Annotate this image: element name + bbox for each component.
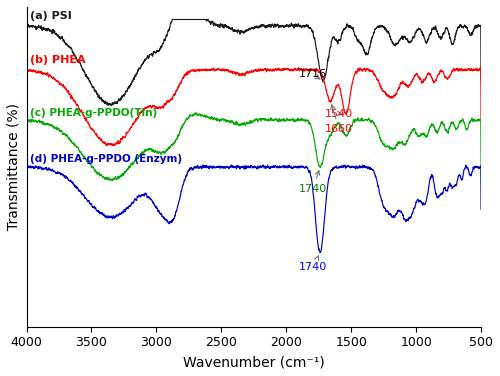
Text: 1740: 1740: [299, 256, 328, 272]
Text: (b) PHEA: (b) PHEA: [30, 55, 86, 65]
Y-axis label: Transmittance (%): Transmittance (%): [7, 103, 21, 230]
X-axis label: Wavenumber (cm⁻¹): Wavenumber (cm⁻¹): [183, 355, 324, 369]
Text: (c) PHEA-g-PPDO(Tin): (c) PHEA-g-PPDO(Tin): [30, 108, 158, 118]
Text: 1660: 1660: [325, 105, 353, 134]
Text: (d) PHEA-g-PPDO (Enzym): (d) PHEA-g-PPDO (Enzym): [30, 154, 182, 164]
Text: (a) PSI: (a) PSI: [30, 11, 72, 21]
Text: 1540: 1540: [325, 109, 354, 119]
Text: 1740: 1740: [299, 171, 328, 194]
Text: 1716: 1716: [299, 70, 328, 79]
